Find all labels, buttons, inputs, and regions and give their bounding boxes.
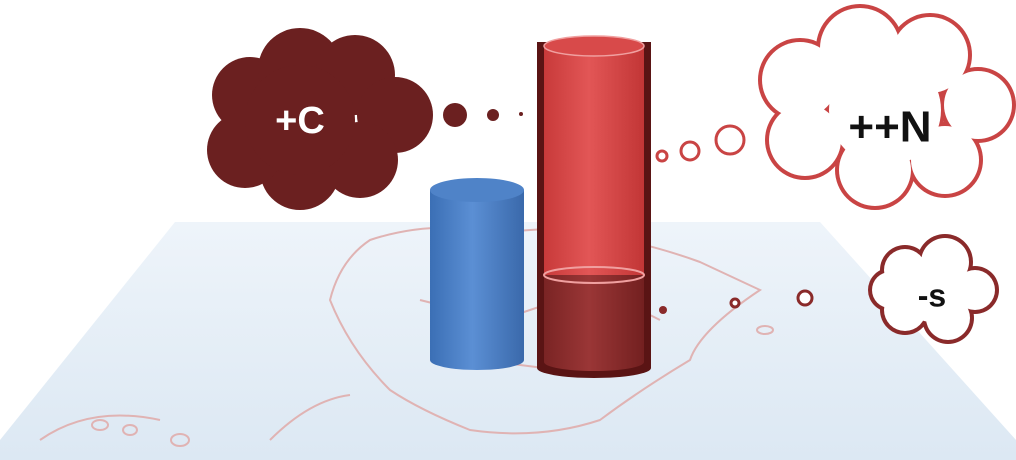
red-cylinder — [537, 35, 651, 378]
bubble-dot — [519, 112, 523, 116]
bubble-dot — [443, 103, 467, 127]
callout-label: +C — [275, 100, 325, 142]
bubble-dot — [487, 109, 499, 121]
bubble-rings — [729, 289, 814, 309]
small-cloud — [868, 234, 999, 344]
blue-cylinder — [430, 178, 524, 370]
bubble-rings — [655, 124, 746, 163]
dark-cloud — [207, 28, 433, 210]
bubble-dot — [659, 306, 667, 314]
callout-label: -s — [918, 277, 946, 313]
callout-label: ++N — [848, 103, 931, 152]
outline-cloud — [758, 4, 1016, 210]
